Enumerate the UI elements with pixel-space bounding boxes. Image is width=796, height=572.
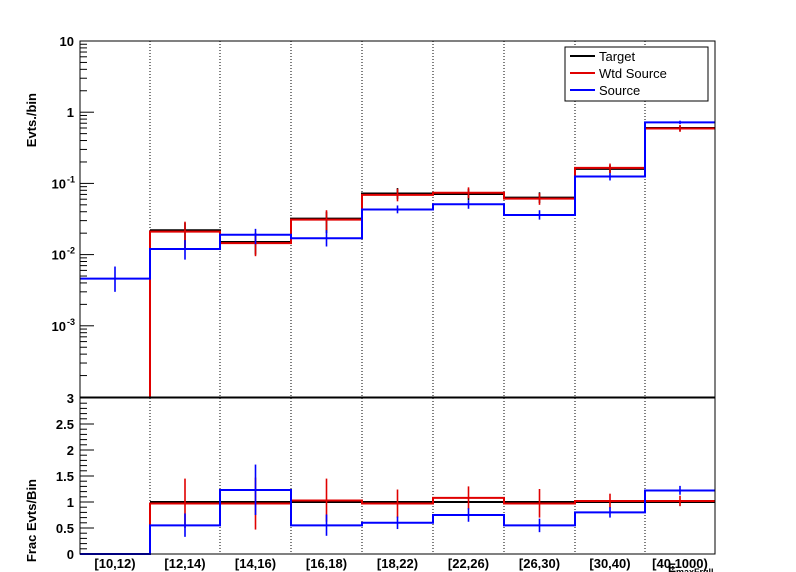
x-tick-label: [16,18) [306, 556, 347, 571]
bottom-y-axis-title: Frac Evts/Bin [24, 479, 39, 562]
bottom-panel-frame [79, 397, 716, 555]
y-tick-label: 1 [67, 495, 74, 510]
x-tick-label: [30,40) [589, 556, 630, 571]
legend-label: Target [599, 49, 636, 64]
legend-label: Source [599, 83, 640, 98]
legend-label: Wtd Source [599, 66, 667, 81]
y-tick-label-exponent: -1 [67, 174, 75, 184]
x-tick-label: [40,1000) [652, 556, 708, 571]
y-tick-label: 3 [67, 391, 74, 406]
top-y-axis-title: Evts./bin [24, 93, 39, 147]
bottom-panel-grid [149, 398, 646, 554]
y-tick-label: 1 [67, 105, 74, 120]
x-tick-label: [14,16) [235, 556, 276, 571]
x-tick-label: [22,26) [448, 556, 489, 571]
top-panel-histograms [80, 120, 715, 397]
y-tick-label: 10 [52, 319, 66, 334]
y-tick-label: 2.5 [56, 417, 74, 432]
y-tick-label: 0.5 [56, 521, 74, 536]
panel-frames [79, 40, 716, 555]
y-tick-label: 10 [52, 176, 66, 191]
y-tick-label: 2 [67, 443, 74, 458]
x-tick-label: [10,12) [94, 556, 135, 571]
y-tick-label: 1.5 [56, 469, 74, 484]
y-tick-label-exponent: -3 [67, 317, 75, 327]
legend: Target Wtd Source Source [564, 46, 709, 102]
bottom-panel-histograms [80, 464, 715, 555]
x-tick-label: [26,30) [519, 556, 560, 571]
y-tick-label: 0 [67, 547, 74, 562]
x-axis-title: EmaxFrgll [668, 561, 714, 572]
top-panel-frame [79, 40, 716, 398]
y-tick-label-exponent: -2 [67, 246, 75, 256]
x-tick-label: [12,14) [164, 556, 205, 571]
x-tick-label: [18,22) [377, 556, 418, 571]
y-tick-label: 10 [60, 34, 74, 49]
y-tick-label: 10 [52, 248, 66, 263]
